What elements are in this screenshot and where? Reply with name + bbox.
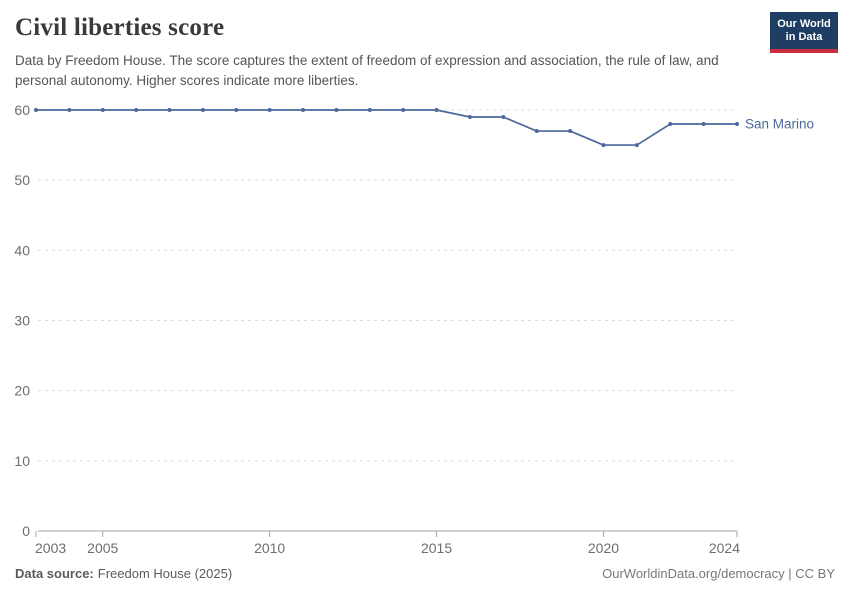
series-line-san-marino[interactable] [36,109,737,146]
owid-logo-line1: Our World [777,18,831,30]
y-axis-tick-label: 10 [14,453,30,469]
data-point[interactable] [601,143,606,148]
data-point[interactable] [167,108,172,112]
data-point[interactable] [668,122,673,127]
footer-license-link[interactable]: OurWorldinData.org/democracy | CC BY [602,566,835,581]
x-axis-tick-label: 2015 [421,540,452,556]
data-point[interactable] [735,122,739,127]
series-label[interactable]: San Marino [745,117,814,132]
y-axis-tick-label: 20 [14,383,30,399]
y-axis-tick-label: 40 [14,242,30,258]
x-axis-tick-label: 2010 [254,540,285,556]
owid-logo[interactable]: Our World in Data [770,12,838,53]
chart-area[interactable]: 0 10 20 30 40 50 60 2003 2005 2010 2015 2020 2024 San… [0,95,850,560]
data-point[interactable] [501,115,506,120]
data-point[interactable] [568,129,573,134]
data-point[interactable] [100,108,105,112]
x-axis-tick-label: 2020 [588,540,619,556]
data-point[interactable] [334,108,339,112]
data-point[interactable] [434,108,439,112]
footer-source: Data source: Freedom House (2025) [15,566,232,581]
data-point[interactable] [67,108,72,112]
x-axis-tick-label: 2024 [709,540,740,556]
data-point[interactable] [534,129,539,134]
data-point[interactable] [401,108,406,112]
y-axis-tick-label: 30 [14,313,30,329]
data-point[interactable] [467,115,472,120]
page-title: Civil liberties score [15,14,225,41]
data-point[interactable] [701,122,706,127]
data-point[interactable] [367,108,372,112]
y-axis-tick-label: 60 [14,102,30,118]
x-axis-tick-label: 2003 [35,540,66,556]
x-axis-tick-label: 2005 [87,540,118,556]
owid-logo-line2: in Data [785,31,823,43]
source-value: Freedom House (2025) [97,566,233,581]
y-axis-tick-label: 50 [14,172,30,188]
y-axis-tick-label: 0 [22,523,30,539]
page-subtitle: Data by Freedom House. The score capture… [15,53,719,88]
data-point[interactable] [267,108,272,112]
data-point[interactable] [301,108,306,112]
data-point[interactable] [200,108,205,112]
source-label: Data source: [15,566,94,581]
line-chart-canvas[interactable]: 0 10 20 30 40 50 60 2003 2005 2010 2015 2020 2024 San… [0,95,850,560]
data-point[interactable] [134,108,139,112]
data-point[interactable] [234,108,239,112]
data-point[interactable] [634,143,639,148]
data-point[interactable] [34,108,38,112]
chart-footer: Data source: Freedom House (2025) OurWorl… [15,566,835,581]
